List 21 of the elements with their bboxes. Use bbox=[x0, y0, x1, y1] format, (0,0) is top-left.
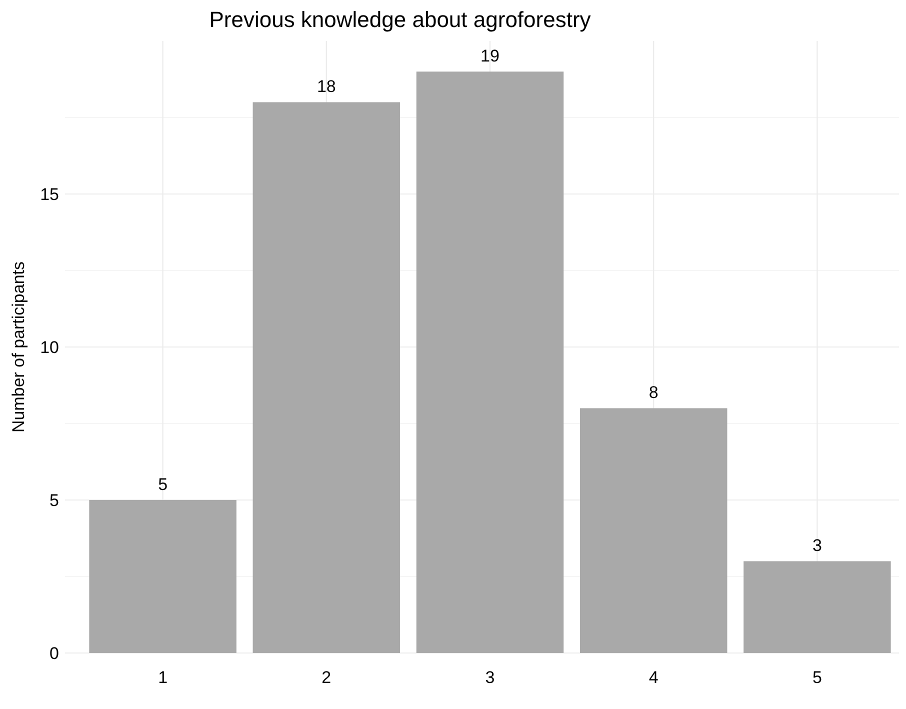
x-tick-label: 3 bbox=[485, 668, 495, 687]
y-tick-label: 15 bbox=[40, 184, 59, 204]
chart-title: Previous knowledge about agroforestry bbox=[209, 7, 591, 32]
bar bbox=[89, 500, 236, 653]
x-tick-label: 2 bbox=[322, 668, 332, 687]
bar bbox=[416, 72, 564, 653]
bar bbox=[580, 408, 728, 653]
data-label: 8 bbox=[648, 383, 658, 402]
y-tick-label: 0 bbox=[50, 644, 59, 663]
y-tick-label: 5 bbox=[50, 490, 59, 510]
y-axis-title: Number of participants bbox=[9, 261, 28, 433]
x-tick-label: 1 bbox=[158, 668, 168, 687]
data-label: 18 bbox=[316, 77, 336, 96]
x-tick-label: 4 bbox=[648, 668, 658, 687]
bar bbox=[744, 561, 891, 653]
y-tick-label: 10 bbox=[40, 338, 59, 357]
data-label: 3 bbox=[812, 536, 822, 556]
x-tick-label: 5 bbox=[812, 668, 822, 687]
data-label: 19 bbox=[480, 46, 500, 66]
bar bbox=[252, 102, 400, 653]
data-label: 5 bbox=[158, 475, 168, 494]
